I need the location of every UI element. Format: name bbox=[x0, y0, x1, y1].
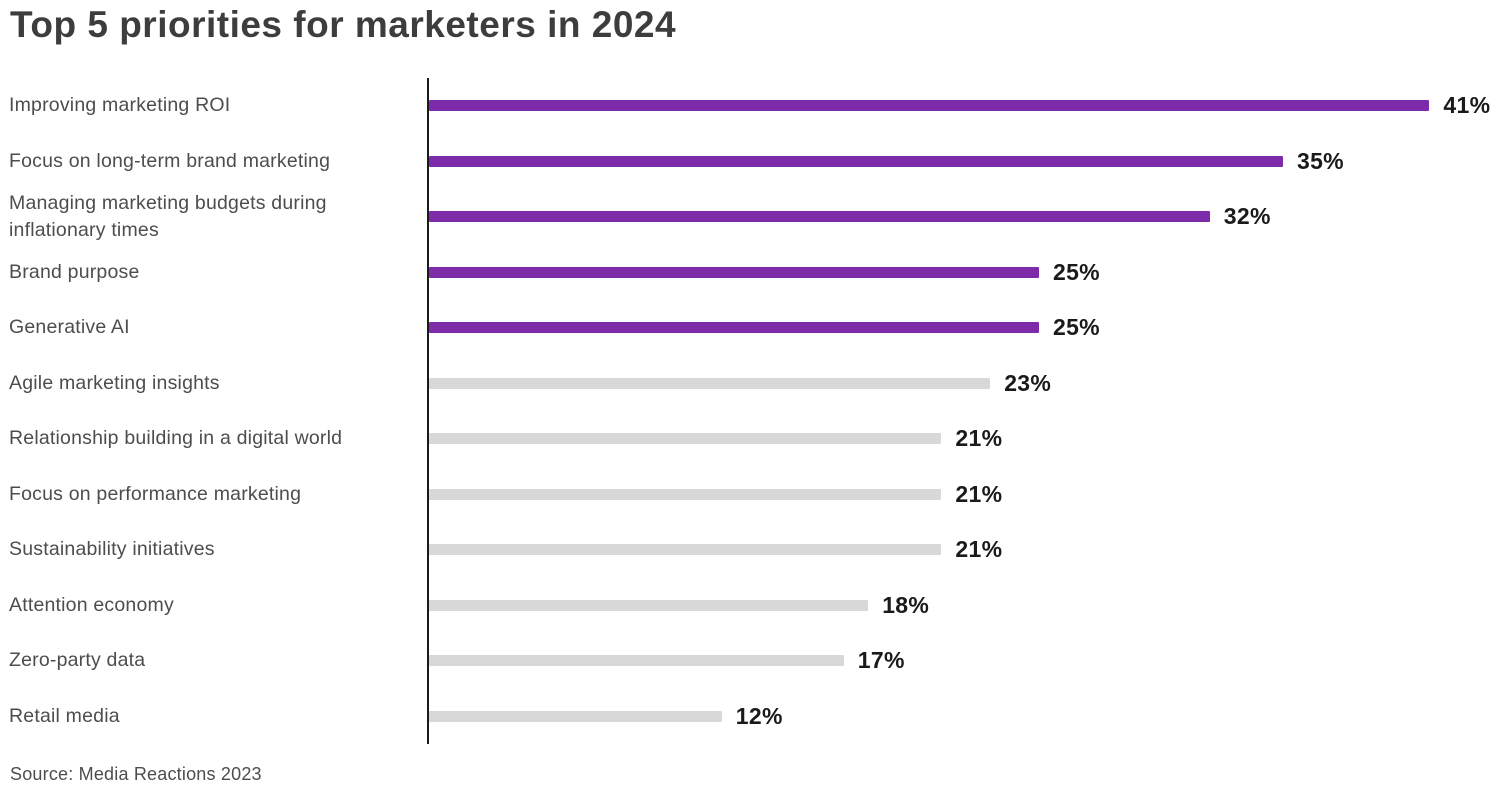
bar bbox=[429, 655, 844, 667]
bar bbox=[429, 599, 869, 611]
bar bbox=[429, 322, 1039, 334]
source-note: Source: Media Reactions 2023 bbox=[10, 764, 262, 784]
value-label: 25% bbox=[1053, 314, 1100, 341]
category-label: Generative AI bbox=[9, 316, 130, 339]
bar-cell: 32% bbox=[427, 189, 1500, 245]
category-label: Retail media bbox=[9, 704, 120, 727]
category-label: Improving marketing ROI bbox=[9, 94, 231, 117]
bar-cell: 23% bbox=[427, 356, 1500, 412]
category-label: Agile marketing insights bbox=[9, 371, 220, 394]
value-label: 23% bbox=[1004, 369, 1052, 396]
chart-row: Agile marketing insights 23% bbox=[0, 356, 1500, 412]
y-axis-line bbox=[427, 78, 429, 744]
bar-cell: 21% bbox=[427, 411, 1500, 467]
bar-cell: 12% bbox=[427, 689, 1500, 745]
bar bbox=[429, 710, 722, 722]
value-label: 21% bbox=[955, 425, 1003, 452]
category-label: Zero-party data bbox=[9, 649, 146, 672]
value-label: 41% bbox=[1443, 92, 1491, 119]
chart-row: Managing marketing budgets during inflat… bbox=[0, 189, 1500, 245]
value-label: 18% bbox=[882, 591, 930, 618]
category-label: Brand purpose bbox=[9, 260, 140, 283]
bar bbox=[429, 544, 942, 556]
bar-cell: 25% bbox=[427, 245, 1500, 301]
chart-row: Focus on performance marketing 21% bbox=[0, 467, 1500, 523]
bar bbox=[429, 211, 1210, 223]
value-label: 21% bbox=[955, 536, 1003, 563]
bar bbox=[429, 488, 942, 500]
category-label: Sustainability initiatives bbox=[9, 538, 215, 561]
value-label: 35% bbox=[1297, 147, 1344, 174]
chart-row: Zero-party data 17% bbox=[0, 633, 1500, 689]
chart-row: Attention economy 18% bbox=[0, 578, 1500, 634]
chart-row: Sustainability initiatives 21% bbox=[0, 522, 1500, 578]
bar-cell: 21% bbox=[427, 522, 1500, 578]
chart-row: Retail media 12% bbox=[0, 689, 1500, 745]
bar bbox=[429, 433, 942, 445]
chart-title: Top 5 priorities for marketers in 2024 bbox=[10, 4, 677, 45]
chart-row: Improving marketing ROI 41% bbox=[0, 78, 1500, 134]
value-label: 32% bbox=[1223, 203, 1271, 230]
bar bbox=[429, 266, 1039, 278]
value-label: 17% bbox=[857, 647, 905, 674]
bar-chart: Improving marketing ROI 41% Focus on long-… bbox=[0, 78, 1500, 744]
value-label: 21% bbox=[955, 480, 1003, 507]
value-label: 25% bbox=[1053, 258, 1100, 285]
category-label: Attention economy bbox=[9, 593, 174, 616]
bar-cell: 18% bbox=[427, 578, 1500, 634]
chart-row: Generative AI 25% bbox=[0, 300, 1500, 356]
bar-cell: 35% bbox=[427, 134, 1500, 190]
category-label: Relationship building in a digital world bbox=[9, 427, 343, 450]
bar-cell: 41% bbox=[427, 78, 1500, 134]
chart-row: Brand purpose 25% bbox=[0, 245, 1500, 301]
category-label: Focus on performance marketing bbox=[9, 482, 302, 505]
bar-cell: 21% bbox=[427, 467, 1500, 523]
bar bbox=[429, 155, 1283, 167]
bar bbox=[429, 100, 1430, 112]
bar bbox=[429, 377, 991, 389]
chart-rows: Improving marketing ROI 41% Focus on long-… bbox=[0, 78, 1500, 744]
bar-cell: 17% bbox=[427, 633, 1500, 689]
category-label: Focus on long-term brand marketing bbox=[9, 149, 331, 172]
category-label: Managing marketing budgets during inflat… bbox=[9, 191, 327, 241]
chart-row: Relationship building in a digital world… bbox=[0, 411, 1500, 467]
value-label: 12% bbox=[735, 702, 783, 729]
bar-cell: 25% bbox=[427, 300, 1500, 356]
chart-row: Focus on long-term brand marketing 35% bbox=[0, 134, 1500, 190]
